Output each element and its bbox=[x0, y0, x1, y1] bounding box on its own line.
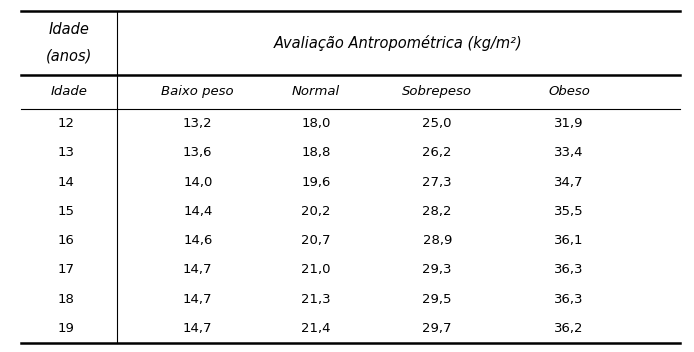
Text: 13: 13 bbox=[58, 146, 74, 159]
Text: 13,6: 13,6 bbox=[183, 146, 212, 159]
Text: 15: 15 bbox=[58, 205, 74, 218]
Text: 36,1: 36,1 bbox=[555, 234, 584, 247]
Text: 28,2: 28,2 bbox=[423, 205, 452, 218]
Text: 13,2: 13,2 bbox=[183, 117, 212, 130]
Text: 35,5: 35,5 bbox=[555, 205, 584, 218]
Text: 20,7: 20,7 bbox=[301, 234, 330, 247]
Text: Normal: Normal bbox=[291, 86, 340, 99]
Text: (anos): (anos) bbox=[46, 48, 92, 63]
Text: 29,7: 29,7 bbox=[423, 322, 452, 335]
Text: 25,0: 25,0 bbox=[423, 117, 452, 130]
Text: 34,7: 34,7 bbox=[555, 176, 584, 189]
Text: 29,5: 29,5 bbox=[423, 293, 452, 306]
Text: 12: 12 bbox=[58, 117, 74, 130]
Text: 18,8: 18,8 bbox=[301, 146, 330, 159]
Text: 29,3: 29,3 bbox=[423, 263, 452, 276]
Text: 21,0: 21,0 bbox=[301, 263, 330, 276]
Text: 21,3: 21,3 bbox=[301, 293, 330, 306]
Text: 18: 18 bbox=[58, 293, 74, 306]
Text: 14,7: 14,7 bbox=[183, 293, 212, 306]
Text: 14,7: 14,7 bbox=[183, 322, 212, 335]
Text: Avaliação Antropométrica (kg/m²): Avaliação Antropométrica (kg/m²) bbox=[274, 35, 523, 51]
Text: 27,3: 27,3 bbox=[423, 176, 452, 189]
Text: 19,6: 19,6 bbox=[301, 176, 330, 189]
Text: 17: 17 bbox=[58, 263, 74, 276]
Text: 19: 19 bbox=[58, 322, 74, 335]
Text: 14,4: 14,4 bbox=[183, 205, 212, 218]
Text: 20,2: 20,2 bbox=[301, 205, 330, 218]
Text: Idade: Idade bbox=[49, 23, 89, 37]
Text: 31,9: 31,9 bbox=[555, 117, 584, 130]
Text: 16: 16 bbox=[58, 234, 74, 247]
Text: 14: 14 bbox=[58, 176, 74, 189]
Text: 36,3: 36,3 bbox=[555, 263, 584, 276]
Text: 36,2: 36,2 bbox=[555, 322, 584, 335]
Text: 14,6: 14,6 bbox=[183, 234, 212, 247]
Text: 14,0: 14,0 bbox=[183, 176, 212, 189]
Text: 21,4: 21,4 bbox=[301, 322, 330, 335]
Text: 33,4: 33,4 bbox=[555, 146, 584, 159]
Text: Idade: Idade bbox=[50, 86, 87, 99]
Text: 26,2: 26,2 bbox=[423, 146, 452, 159]
Text: 36,3: 36,3 bbox=[555, 293, 584, 306]
Text: 28,9: 28,9 bbox=[423, 234, 452, 247]
Text: 14,7: 14,7 bbox=[183, 263, 212, 276]
Text: 18,0: 18,0 bbox=[301, 117, 330, 130]
Text: Sobrepeso: Sobrepeso bbox=[403, 86, 472, 99]
Text: Baixo peso: Baixo peso bbox=[162, 86, 234, 99]
Text: Obeso: Obeso bbox=[548, 86, 590, 99]
